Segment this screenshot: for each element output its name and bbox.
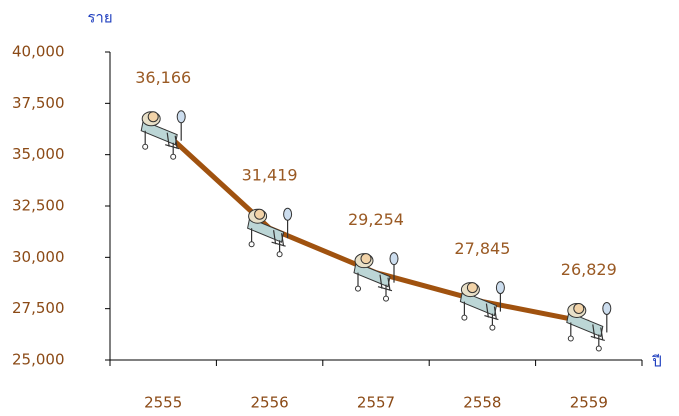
wheel <box>171 154 176 159</box>
patient-head <box>255 209 265 219</box>
wheel <box>249 242 254 247</box>
chart: ราย ปี 25,000 27,500 30,000 32,500 35,000 37,… <box>0 0 679 416</box>
x-tick-label: 2555 <box>144 394 182 412</box>
wheel <box>462 315 467 320</box>
wheel <box>356 286 361 291</box>
data-label: 31,419 <box>242 166 298 185</box>
data-label: 27,845 <box>454 239 510 258</box>
x-axis-label: ปี <box>651 353 661 371</box>
wheel <box>490 325 495 330</box>
y-tick-label: 32,500 <box>12 197 65 215</box>
wheel <box>277 252 282 257</box>
y-tick-label: 37,500 <box>12 94 65 112</box>
iv-bag <box>177 111 185 123</box>
x-tick-label: 2557 <box>357 394 395 412</box>
iv-bag <box>284 208 292 220</box>
page: {"chart_data": {"type": "line", "y_label… <box>0 0 679 416</box>
wheel <box>384 296 389 301</box>
y-tick-label: 27,500 <box>12 299 65 317</box>
bed-marker <box>567 302 611 351</box>
bed-marker <box>141 111 185 160</box>
patient-head <box>467 283 477 293</box>
data-label: 29,254 <box>348 210 404 229</box>
x-tick-label: 2558 <box>463 394 501 412</box>
x-tick-label: 2556 <box>251 394 289 412</box>
wheel <box>568 336 573 341</box>
patient-head <box>574 303 584 313</box>
iv-bag <box>496 282 504 294</box>
y-tick-label: 30,000 <box>12 248 65 266</box>
wheel <box>596 346 601 351</box>
y-axis-label: ราย <box>87 9 112 27</box>
wheel <box>143 144 148 149</box>
iv-bag <box>390 253 398 265</box>
patient-head <box>361 254 371 264</box>
iv-bag <box>603 302 611 314</box>
y-tick-label: 25,000 <box>12 351 65 369</box>
x-tick-label: 2559 <box>570 394 608 412</box>
y-tick-label: 35,000 <box>12 145 65 163</box>
data-label: 26,829 <box>561 260 617 279</box>
patient-head <box>148 112 158 122</box>
data-label: 36,166 <box>135 68 191 87</box>
y-tick-label: 40,000 <box>12 43 65 61</box>
